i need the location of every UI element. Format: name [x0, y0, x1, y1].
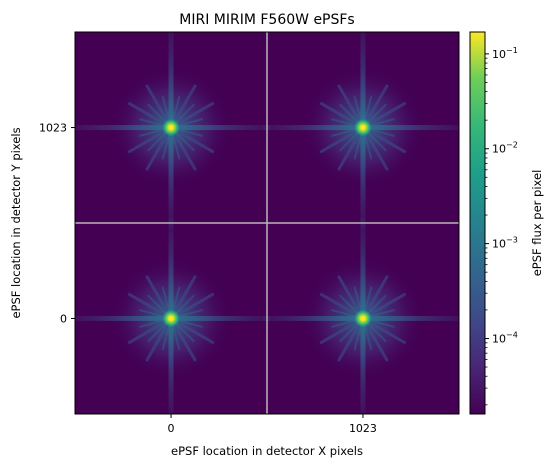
x-tick-label: 0: [168, 422, 175, 435]
colorbar-tick-label: 10−1: [492, 46, 518, 61]
psf-layer: [75, 32, 459, 414]
colorbar-tick-label: 10−3: [492, 236, 518, 251]
plot-frame: [74, 31, 460, 415]
colorbar-tick-label: 10−4: [492, 330, 518, 345]
colorbar: [469, 31, 486, 415]
divider-layer: [75, 32, 459, 414]
y-axis-label: ePSF location in detector Y pixels: [9, 127, 23, 318]
epsf-1: [262, 32, 459, 228]
epsf-2: [75, 218, 272, 414]
epsf-3: [262, 218, 459, 414]
chart-title: MIRI MIRIM F560W ePSFs: [179, 12, 354, 28]
colorbar-label: ePSF flux per pixel: [530, 170, 544, 277]
y-tick-label: 1023: [39, 122, 67, 135]
x-axis-label: ePSF location in detector X pixels: [171, 444, 363, 458]
colorbar-tick-label: 10−2: [492, 141, 518, 156]
epsf-0: [75, 32, 272, 228]
x-ticks: 0 1023: [168, 414, 377, 435]
colorbar-ticks: 10−1 10−2 10−3 10−4: [485, 46, 518, 406]
y-ticks: 1023 0: [39, 122, 75, 325]
x-tick-label: 1023: [349, 422, 377, 435]
y-tick-label: 0: [60, 312, 67, 325]
